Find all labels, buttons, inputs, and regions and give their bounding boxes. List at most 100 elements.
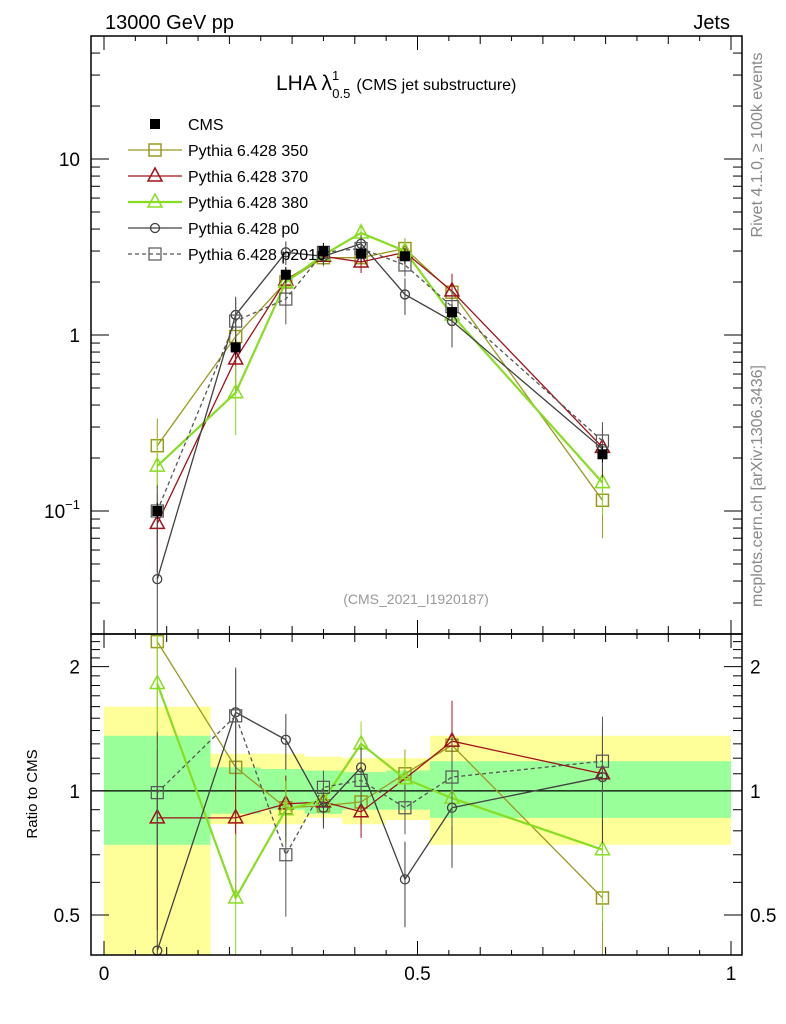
ratio-marker-p2010: [445, 770, 459, 784]
ratio-marker-p380: [227, 888, 244, 904]
series-p350: [150, 238, 610, 539]
legend-item-p370: Pythia 6.428 370: [128, 166, 308, 186]
ratio-marker-p0: [399, 874, 411, 885]
legend-label: Pythia 6.428 350: [188, 143, 308, 160]
ratio-marker-p2010: [279, 848, 293, 862]
x-tick-label: 0.5: [404, 964, 430, 985]
cms-point: [152, 505, 163, 516]
marker-p2010: [229, 314, 243, 328]
ratio-series-p2010: [150, 667, 610, 917]
y-tick-label-ratio-right: 2: [750, 658, 761, 679]
y-tick-label-ratio-left: 2: [69, 658, 80, 679]
marker-p0: [280, 247, 291, 258]
legend-label: Pythia 6.428 370: [188, 169, 308, 186]
y-tick-label-ratio-left: 1: [69, 782, 80, 803]
legend-label: Pythia 6.428 380: [188, 195, 308, 212]
series-line-p370: [156, 251, 603, 524]
ratio-line-p0: [156, 711, 603, 951]
cms-point: [597, 449, 608, 460]
series-line-p0: [156, 242, 603, 580]
series-line-p2010: [156, 247, 603, 512]
legend-marker-p370: [146, 166, 164, 182]
series-cms: [152, 243, 608, 519]
cms-point: [230, 342, 241, 353]
main-plot: [149, 223, 611, 634]
mcplots-label: mcplots.cern.ch [arXiv:1306.3436]: [749, 365, 766, 607]
y-tick-label-main: 10: [59, 150, 80, 171]
legend-marker-p380: [146, 192, 164, 208]
ratio-line-p380: [156, 683, 603, 901]
legend-item-p380: Pythia 6.428 380: [128, 192, 308, 212]
ratio-marker-p2010: [595, 754, 610, 768]
y-tick-base: 10: [59, 150, 80, 171]
ratio-marker-p2010: [316, 780, 331, 794]
ratio-marker-p0: [280, 734, 291, 745]
ratio-line-p350: [156, 641, 603, 899]
ratio-marker-p370: [352, 802, 370, 818]
ratio-marker-p2010: [354, 773, 368, 788]
ratio-plot: [91, 634, 742, 956]
ratio-marker-p370: [227, 808, 244, 824]
plot-title-suffix: (CMS jet substructure): [356, 77, 516, 94]
legend-item-p2010: Pythia 6.428 p2010: [128, 247, 326, 264]
analysis-id: (CMS_2021_I1920187): [343, 591, 489, 607]
marker-p0: [152, 573, 163, 585]
legend-item-p350: Pythia 6.428 350: [128, 143, 308, 160]
marker-p380: [149, 456, 166, 472]
ratio-marker-p2010: [398, 801, 412, 815]
y-tick-base: 10: [44, 502, 65, 523]
ratio-line-p370: [157, 740, 603, 819]
marker-p370: [352, 252, 370, 268]
series-p2010: [150, 239, 610, 551]
x-tick-label: 1: [726, 964, 737, 985]
header-right: Jets: [693, 12, 730, 34]
x-tick-label: 0: [99, 964, 110, 985]
plot-title-sup: 1: [332, 68, 339, 83]
series-line-p350: [156, 247, 603, 501]
series-p0: [152, 235, 608, 634]
legend-marker-p350: [148, 143, 162, 157]
marker-p380: [594, 473, 611, 489]
legend-item-p0: Pythia 6.428 p0: [128, 221, 299, 238]
legend-marker-p2010: [148, 247, 162, 261]
cms-point: [399, 251, 410, 262]
legend-label: Pythia 6.428 p2010: [188, 247, 326, 264]
legend-marker-cms: [150, 119, 160, 129]
cms-point: [280, 269, 291, 280]
plot-title: LHA λ1 0.5 (CMS jet substructure): [276, 68, 516, 101]
plot-title-main: LHA λ: [276, 72, 333, 95]
ratio-ylabel: Ratio to CMS: [24, 749, 41, 838]
y-tick-label-main: 10−1: [44, 497, 80, 523]
legend: CMS Pythia 6.428 350 Pythia 6.428 370 Pythi…: [128, 117, 326, 264]
y-tick-label-ratio-left: 0.5: [54, 906, 80, 927]
y-tick-exp: −1: [65, 497, 80, 512]
marker-p380: [227, 383, 244, 399]
y-tick-label-main: 1: [69, 326, 80, 347]
header-left: 13000 GeV pp: [105, 12, 234, 34]
ratio-marker-p2010: [229, 709, 243, 723]
ratio-marker-p380: [396, 769, 414, 785]
ratio-frame: [90, 633, 743, 956]
legend-label: Pythia 6.428 p0: [188, 221, 299, 238]
marker-p0: [399, 289, 411, 300]
ratio-marker-p2010: [150, 786, 164, 800]
marker-p2010: [279, 292, 293, 306]
plot-title-sub: 0.5: [332, 86, 350, 101]
cms-point: [318, 246, 329, 257]
ratio-bands: [104, 706, 731, 955]
legend-label: CMS: [188, 117, 224, 134]
cms-point: [356, 248, 367, 259]
rivet-label: Rivet 4.1.0, ≥ 100k events: [749, 53, 766, 238]
legend-marker-p0: [149, 222, 161, 234]
legend-item-data: CMS: [150, 117, 224, 134]
series-line-p380: [156, 231, 604, 484]
ratio-marker-p380: [594, 840, 611, 856]
ratio-marker-p380: [149, 673, 166, 690]
y-tick-base: 1: [69, 326, 80, 347]
ratio-line-p2010: [156, 714, 603, 857]
marker-p370: [227, 349, 244, 365]
cms-point: [446, 307, 457, 318]
y-tick-label-ratio-right: 1: [750, 782, 761, 803]
